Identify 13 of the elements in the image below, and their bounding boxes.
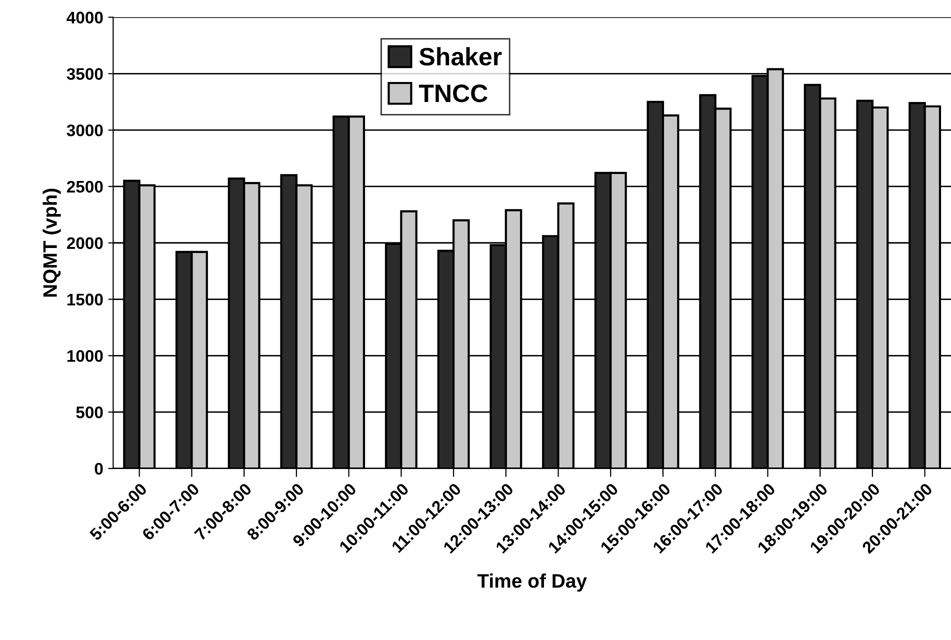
y-tick-label: 4000 xyxy=(66,12,103,24)
legend-label: TNCC xyxy=(418,84,488,102)
y-tick-label: 2000 xyxy=(66,237,103,250)
y-tick-label: 3500 xyxy=(66,68,103,80)
y-axis-title: NQMT (vph) xyxy=(42,188,61,297)
y-tick-label: 1500 xyxy=(67,294,103,306)
y-tick-label: 1000 xyxy=(67,350,103,362)
y-tick-label: 2500 xyxy=(66,180,103,193)
y-tick-label: 500 xyxy=(76,406,103,418)
x-axis-title: Time of Day xyxy=(477,574,587,592)
legend-label: Shaker xyxy=(419,47,502,66)
y-tick-label: 0 xyxy=(94,462,103,475)
y-tick-label: 3000 xyxy=(66,124,103,136)
